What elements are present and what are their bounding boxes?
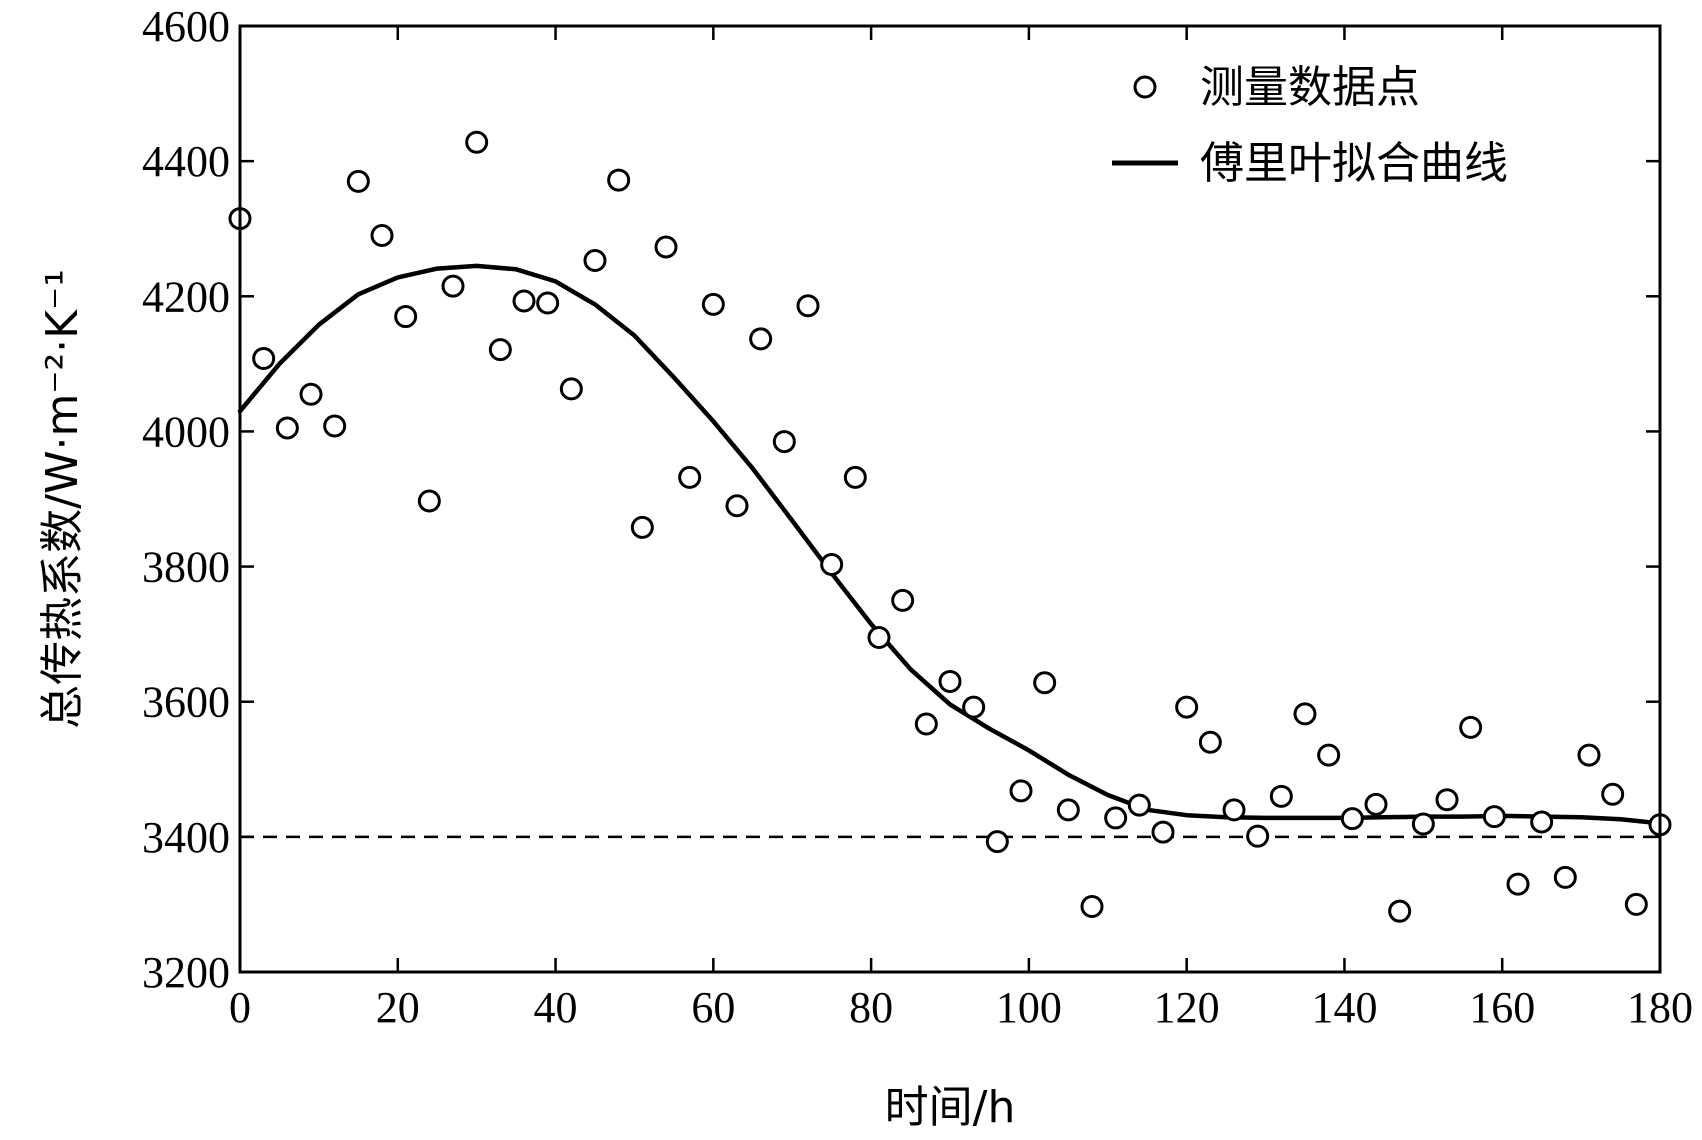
data-point xyxy=(962,695,986,719)
data-point xyxy=(630,515,654,539)
data-point xyxy=(985,830,1009,854)
x-tick-label: 40 xyxy=(534,983,578,1032)
data-point xyxy=(346,169,370,193)
data-point xyxy=(1411,812,1435,836)
data-point xyxy=(488,338,512,362)
y-axis-label: 总传热系数/W·m⁻²·K⁻¹ xyxy=(37,269,88,729)
legend-label-fit: 傅里叶拟合曲线 xyxy=(1200,138,1508,189)
data-point xyxy=(678,465,702,489)
data-point xyxy=(701,292,725,316)
x-tick-label: 120 xyxy=(1154,983,1220,1032)
data-point xyxy=(1506,872,1530,896)
data-point xyxy=(1388,899,1412,923)
data-point xyxy=(559,377,583,401)
x-tick-labels: 0 20 40 60 80 100 120 140 160 180 xyxy=(229,983,1693,1032)
data-point xyxy=(654,235,678,259)
y-tick-label: 4400 xyxy=(142,137,230,186)
x-tick-label: 60 xyxy=(691,983,735,1032)
data-point xyxy=(583,248,607,272)
y-tick-label: 4600 xyxy=(142,2,230,51)
data-point xyxy=(1246,824,1270,848)
data-point xyxy=(796,294,820,318)
x-tick-label: 100 xyxy=(996,983,1062,1032)
y-tick-label: 3800 xyxy=(142,543,230,592)
data-point xyxy=(749,327,773,351)
x-tick-label: 80 xyxy=(849,983,893,1032)
data-point xyxy=(441,274,465,298)
plot-frame xyxy=(238,24,1662,974)
fit-curve-line xyxy=(237,263,1663,826)
data-point xyxy=(275,416,299,440)
data-point xyxy=(1033,671,1057,695)
data-points-layer xyxy=(228,130,1672,923)
data-point xyxy=(370,223,394,247)
data-point xyxy=(1151,820,1175,844)
y-tick-label: 4200 xyxy=(142,272,230,321)
legend-label-measured: 测量数据点 xyxy=(1200,62,1420,113)
data-point xyxy=(536,291,560,315)
x-tick-label: 140 xyxy=(1311,983,1377,1032)
data-point xyxy=(1340,807,1364,831)
data-point xyxy=(1601,782,1625,806)
data-point xyxy=(1269,784,1293,808)
data-point xyxy=(1056,798,1080,822)
x-tick-label: 160 xyxy=(1469,983,1535,1032)
legend-marker-icon xyxy=(1133,75,1157,99)
data-point xyxy=(299,382,323,406)
x-tick-label: 0 xyxy=(229,983,251,1032)
x-axis-label: 时间/h xyxy=(885,1082,1016,1133)
data-point xyxy=(1127,793,1151,817)
data-point xyxy=(512,289,536,313)
data-point xyxy=(1009,779,1033,803)
data-point xyxy=(1459,715,1483,739)
data-point xyxy=(1080,894,1104,918)
ticks-layer xyxy=(238,24,1662,974)
legend: 测量数据点 傅里叶拟合曲线 xyxy=(1112,62,1508,189)
data-point xyxy=(1175,695,1199,719)
data-point xyxy=(607,168,631,192)
y-tick-label: 3400 xyxy=(142,813,230,862)
data-point xyxy=(843,465,867,489)
data-point xyxy=(772,430,796,454)
data-point xyxy=(725,494,749,518)
data-point xyxy=(891,588,915,612)
data-point xyxy=(1198,730,1222,754)
data-point xyxy=(1222,798,1246,822)
data-point xyxy=(1624,892,1648,916)
data-point xyxy=(1553,865,1577,889)
data-point xyxy=(417,489,441,513)
x-tick-label: 180 xyxy=(1627,983,1693,1032)
x-tick-label: 20 xyxy=(376,983,420,1032)
data-point xyxy=(1293,702,1317,726)
data-point xyxy=(252,346,276,370)
y-tick-labels: 3200 3400 3600 3800 4000 4200 4400 4600 xyxy=(142,2,230,997)
data-point xyxy=(1364,792,1388,816)
data-point xyxy=(323,414,347,438)
y-tick-label: 3200 xyxy=(142,948,230,997)
data-point xyxy=(1577,743,1601,767)
fit-curve-layer xyxy=(237,263,1663,826)
data-point xyxy=(938,669,962,693)
data-point xyxy=(394,305,418,329)
data-point xyxy=(867,626,891,650)
y-tick-label: 3600 xyxy=(142,678,230,727)
data-point xyxy=(1482,805,1506,829)
data-point xyxy=(1317,743,1341,767)
data-point xyxy=(1104,806,1128,830)
data-point xyxy=(1530,810,1554,834)
data-point xyxy=(1435,788,1459,812)
data-point xyxy=(914,712,938,736)
data-point xyxy=(465,130,489,154)
data-point xyxy=(820,553,844,577)
y-tick-label: 4000 xyxy=(142,407,230,456)
